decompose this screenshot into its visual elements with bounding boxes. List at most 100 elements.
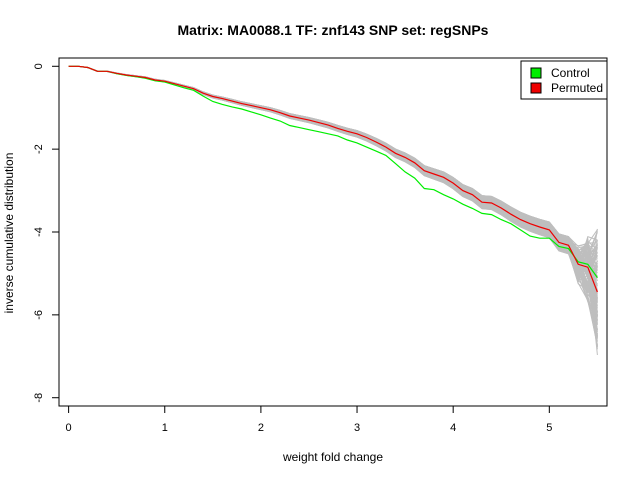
permutation-line: [68, 65, 598, 300]
permutation-line: [68, 65, 598, 291]
permutation-line: [68, 65, 598, 337]
permutation-line: [68, 65, 598, 348]
permutation-line: [68, 65, 598, 330]
permutation-line: [68, 65, 598, 339]
permutation-line: [68, 65, 598, 331]
permutation-line: [68, 65, 598, 291]
permutation-line: [68, 65, 598, 307]
permutation-line: [68, 65, 598, 298]
x-tick-label: 0: [66, 422, 72, 434]
y-tick-label: -4: [33, 227, 45, 237]
permutation-line: [68, 65, 598, 347]
permutation-line: [68, 65, 598, 299]
permutation-line: [68, 65, 598, 281]
permutation-line: [68, 65, 598, 287]
permutation-line: [68, 65, 598, 278]
permutation-line: [68, 65, 598, 293]
y-tick-label: -8: [33, 393, 45, 403]
permutation-line: [68, 65, 598, 316]
permutation-line: [68, 65, 598, 335]
permutation-line: [68, 65, 598, 270]
permutation-line: [68, 65, 598, 267]
permutation-line: [68, 65, 598, 337]
permutation-line: [68, 65, 598, 312]
permutation-line: [68, 65, 598, 299]
permutation-line: [68, 65, 598, 268]
series-line-permuted: [68, 65, 598, 293]
x-tick-label: 5: [546, 422, 552, 434]
legend-swatch: [530, 67, 542, 79]
permutation-line: [68, 65, 598, 287]
permutation-line: [68, 65, 598, 279]
permutation-line: [68, 65, 598, 284]
y-tick-label: 0: [33, 63, 45, 69]
permutation-line: [68, 65, 598, 324]
permutation-line: [68, 65, 598, 298]
permutation-line: [68, 65, 598, 317]
permutation-line: [68, 65, 598, 261]
legend-label: Permuted: [551, 81, 603, 95]
permutation-line: [68, 65, 598, 313]
permutation-line: [68, 65, 598, 322]
permutation-line: [68, 65, 598, 316]
y-tick-label: -2: [33, 144, 45, 154]
permutation-line: [68, 65, 598, 345]
permutation-line: [68, 65, 598, 299]
permutation-line: [68, 65, 598, 260]
chart-title: Matrix: MA0088.1 TF: znf143 SNP set: reg…: [178, 22, 489, 38]
permutation-line: [68, 65, 598, 314]
x-tick-label: 1: [162, 422, 168, 434]
permutation-line: [68, 65, 598, 326]
y-axis-label: inverse cumulative distribution: [2, 153, 16, 314]
permutation-line: [68, 65, 598, 277]
permutation-lines: [68, 65, 598, 356]
permutation-line: [68, 65, 598, 292]
permutation-line: [68, 65, 598, 342]
permutation-line: [68, 65, 598, 284]
permutation-line: [68, 65, 598, 291]
permutation-line: [68, 65, 598, 296]
permutation-line: [68, 65, 598, 317]
legend-label: Control: [551, 66, 590, 80]
x-axis-label: weight fold change: [282, 450, 383, 464]
permutation-line: [68, 65, 598, 288]
permutation-line: [68, 65, 598, 321]
permutation-line: [68, 65, 598, 302]
permutation-line: [68, 65, 598, 278]
permutation-line: [68, 65, 598, 335]
permutation-line: [68, 65, 598, 301]
permutation-line: [68, 65, 598, 291]
permutation-line: [68, 65, 598, 263]
x-tick-label: 2: [258, 422, 264, 434]
permutation-line: [68, 65, 598, 317]
permutation-line: [68, 65, 598, 336]
permutation-line: [68, 65, 598, 330]
permutation-line: [68, 65, 598, 268]
permutation-line: [68, 65, 598, 278]
permutation-line: [68, 65, 598, 293]
permutation-line: [68, 65, 598, 317]
permutation-line: [68, 65, 598, 272]
permutation-line: [68, 65, 598, 290]
permutation-line: [68, 65, 598, 347]
x-axis: 0 1 2 3 4 5: [66, 405, 552, 434]
permutation-line: [68, 65, 598, 294]
permutation-line: [68, 65, 598, 282]
permutation-line: [68, 65, 598, 270]
permutation-line: [68, 65, 598, 318]
permutation-line: [68, 65, 598, 295]
permutation-line: [68, 65, 598, 287]
permutation-line: [68, 65, 598, 309]
permutation-line: [68, 65, 598, 338]
permutation-line: [68, 65, 598, 347]
series-lines: [68, 65, 598, 293]
permutation-line: [68, 65, 598, 274]
permutation-line: [68, 65, 598, 293]
x-tick-label: 4: [450, 422, 456, 434]
permutation-line: [68, 65, 598, 292]
permutation-line: [68, 65, 598, 294]
permutation-line: [68, 65, 598, 321]
legend-box: [520, 60, 608, 100]
permutation-line: [68, 65, 598, 315]
